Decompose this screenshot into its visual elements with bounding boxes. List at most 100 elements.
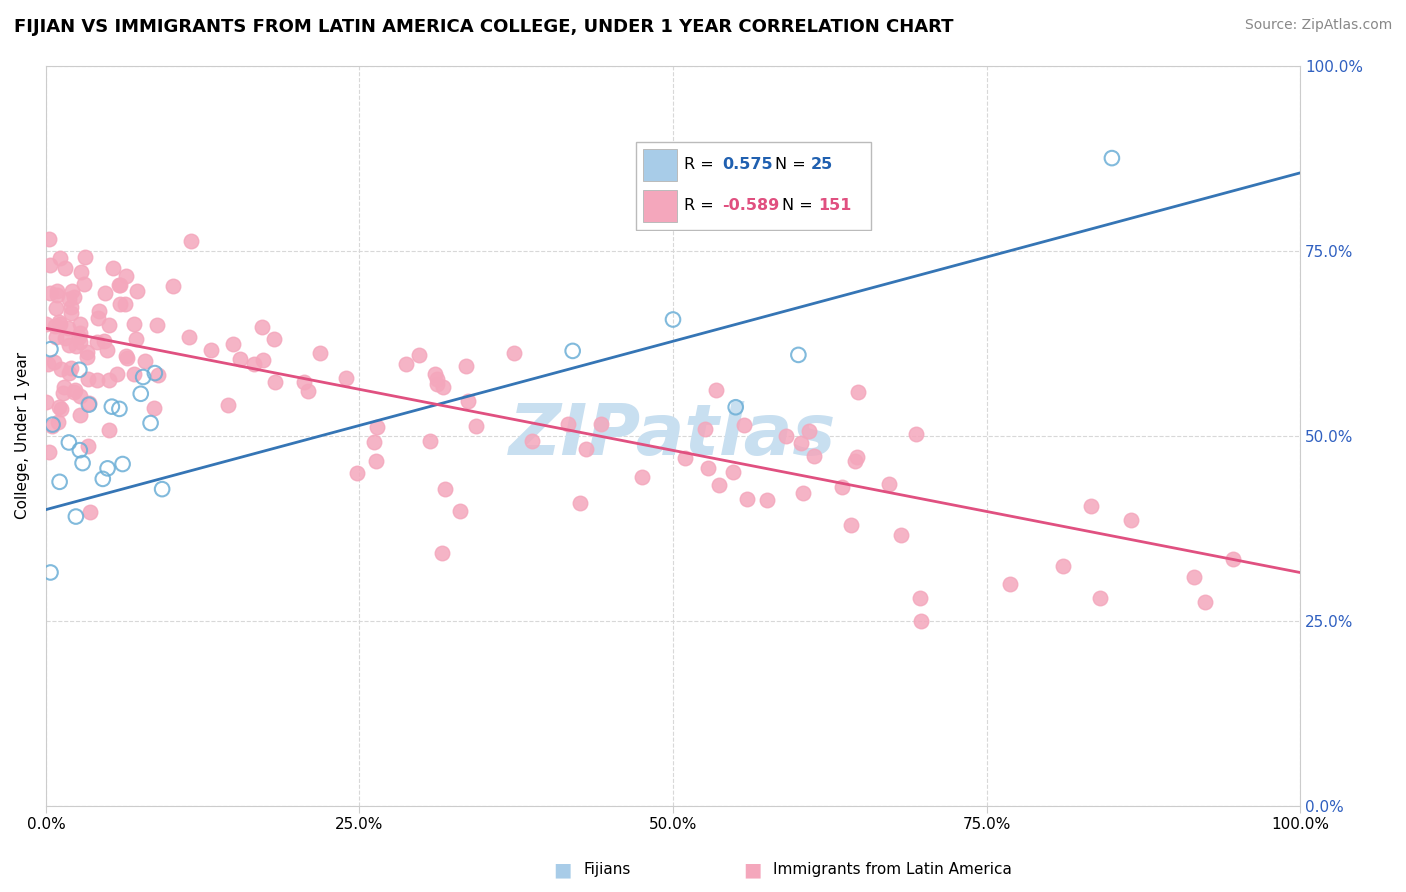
Point — [844, 453, 866, 467]
Point — [44, 319, 66, 334]
Point — [177, 329, 200, 343]
Point — [51, 362, 73, 376]
Point — [561, 343, 583, 358]
Point — [45, 285, 67, 299]
Point — [69, 317, 91, 331]
Point — [162, 279, 184, 293]
Point — [465, 419, 488, 434]
Point — [65, 383, 87, 397]
Point — [457, 393, 479, 408]
Point — [114, 349, 136, 363]
Point — [1101, 151, 1123, 165]
Point — [93, 334, 115, 348]
Point — [77, 398, 100, 412]
Point — [87, 304, 110, 318]
Text: R =: R = — [683, 157, 718, 172]
Text: 25: 25 — [811, 157, 832, 172]
Point — [1090, 591, 1112, 606]
Point — [62, 385, 84, 400]
Point — [69, 326, 91, 340]
Point — [143, 401, 166, 415]
Point — [217, 398, 239, 412]
Point — [98, 423, 121, 437]
Point — [110, 297, 132, 311]
Point — [221, 337, 243, 351]
Point — [309, 345, 332, 359]
Point — [41, 418, 63, 433]
Point — [69, 408, 91, 422]
Point — [846, 450, 869, 464]
Point — [63, 290, 86, 304]
Point — [150, 482, 173, 496]
Point — [846, 385, 869, 400]
Point — [775, 428, 797, 442]
Point — [426, 371, 449, 385]
Point — [35, 317, 58, 331]
Point — [695, 422, 717, 436]
Point — [408, 347, 430, 361]
Point — [200, 343, 222, 357]
Point — [755, 493, 778, 508]
Point — [252, 352, 274, 367]
Point — [97, 318, 120, 332]
Point — [48, 315, 70, 329]
Point — [114, 269, 136, 284]
Point — [1194, 595, 1216, 609]
Point — [799, 424, 821, 438]
Point — [449, 504, 471, 518]
Point — [111, 457, 134, 471]
Bar — [643, 149, 676, 181]
Point — [108, 278, 131, 293]
Point — [73, 251, 96, 265]
Point — [67, 363, 90, 377]
Point — [520, 434, 543, 448]
Point — [127, 284, 149, 298]
Point — [790, 435, 813, 450]
Text: Source: ZipAtlas.com: Source: ZipAtlas.com — [1244, 18, 1392, 32]
Point — [38, 444, 60, 458]
Text: N =: N = — [782, 198, 818, 213]
Point — [139, 416, 162, 430]
FancyBboxPatch shape — [636, 143, 870, 230]
Point — [294, 375, 316, 389]
Text: Immigrants from Latin America: Immigrants from Latin America — [773, 863, 1012, 877]
Point — [704, 383, 727, 397]
Point — [998, 577, 1021, 591]
Point — [77, 395, 100, 409]
Point — [908, 591, 931, 606]
Point — [733, 418, 755, 433]
Point — [115, 351, 138, 366]
Point — [39, 342, 62, 356]
Point — [129, 386, 152, 401]
Point — [53, 260, 76, 275]
Point — [94, 286, 117, 301]
Point — [73, 277, 96, 292]
Point — [98, 374, 121, 388]
Point — [132, 370, 155, 384]
Y-axis label: College, Under 1 year: College, Under 1 year — [15, 352, 30, 519]
Point — [1184, 570, 1206, 584]
Point — [77, 371, 100, 385]
Point — [37, 357, 59, 371]
Point — [122, 317, 145, 331]
Point — [395, 358, 418, 372]
Point — [105, 367, 128, 381]
Point — [250, 319, 273, 334]
Point — [363, 435, 385, 450]
Point — [1222, 551, 1244, 566]
Point — [1080, 500, 1102, 514]
Point — [65, 339, 87, 353]
Point — [79, 505, 101, 519]
Point — [364, 454, 387, 468]
Point — [419, 434, 441, 448]
Point — [430, 546, 453, 560]
Point — [58, 435, 80, 450]
Text: 0.575: 0.575 — [723, 157, 773, 172]
Point — [49, 317, 72, 331]
Text: N =: N = — [775, 157, 811, 172]
Point — [839, 518, 862, 533]
Point — [905, 427, 928, 442]
Point — [67, 330, 90, 344]
Point — [60, 306, 83, 320]
Point — [86, 335, 108, 350]
